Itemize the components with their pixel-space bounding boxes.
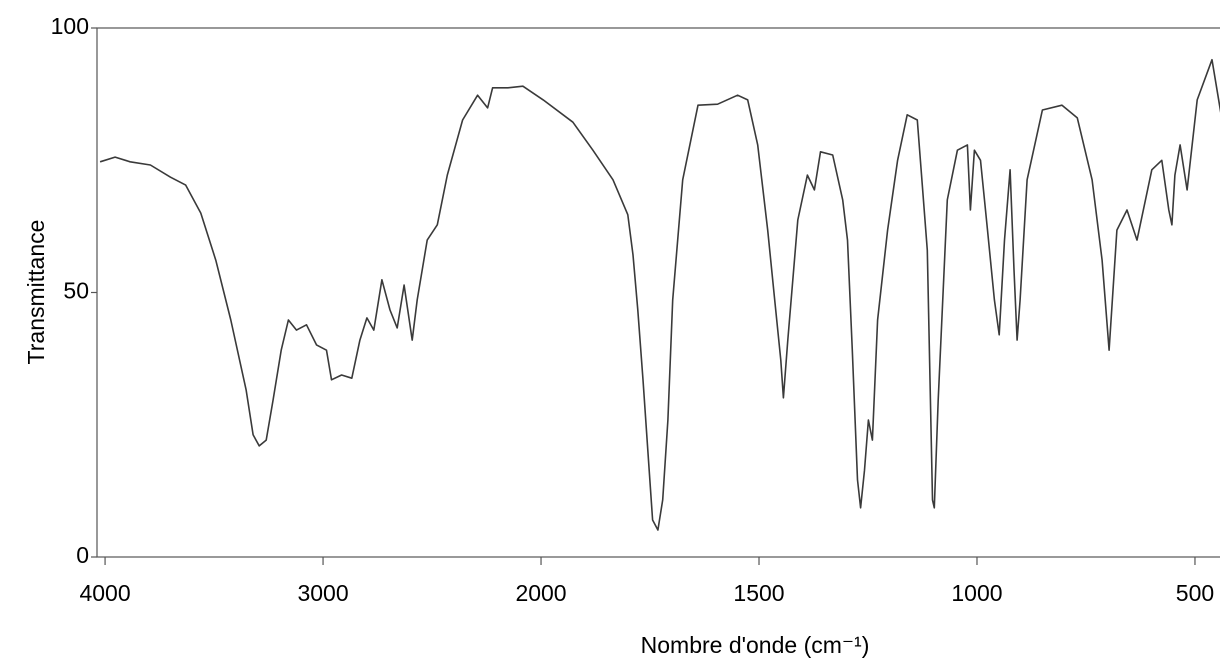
y-tick-label: 0 <box>76 542 89 568</box>
x-tick-label: 2000 <box>515 580 566 606</box>
y-tick-label: 50 <box>63 278 89 304</box>
x-tick-label: 4000 <box>79 580 130 606</box>
x-tick-label: 3000 <box>297 580 348 606</box>
y-tick-label: 100 <box>51 13 89 39</box>
spectrum-line <box>99 58 1220 531</box>
x-tick-label: 1500 <box>733 580 784 606</box>
y-axis-label: Transmittance <box>23 220 49 365</box>
x-axis-label: Nombre d'onde (cm⁻¹) <box>641 632 870 658</box>
x-tick-label: 500 <box>1176 580 1214 606</box>
x-tick-label: 1000 <box>951 580 1002 606</box>
